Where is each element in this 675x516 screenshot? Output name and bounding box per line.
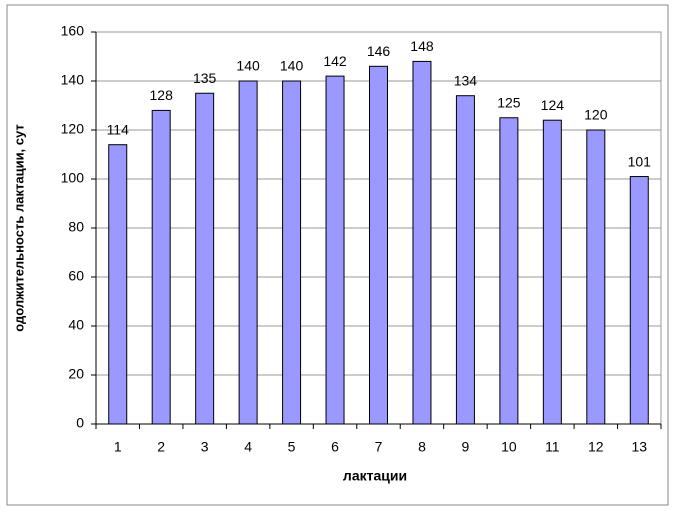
x-tick-label: 10 [501, 439, 517, 455]
value-label: 142 [323, 53, 347, 69]
value-label: 140 [280, 58, 304, 74]
x-tick-label: 12 [588, 439, 604, 455]
x-tick-label: 3 [201, 439, 209, 455]
x-tick-label: 6 [331, 439, 339, 455]
value-label: 148 [410, 38, 434, 54]
bar [455, 95, 475, 425]
bar [629, 176, 649, 425]
value-label: 135 [193, 70, 217, 86]
x-tick-label: 5 [288, 439, 296, 455]
y-tick-label: 80 [68, 219, 84, 235]
bar [195, 92, 215, 425]
y-tick-label: 0 [76, 415, 84, 431]
value-label: 128 [150, 87, 174, 103]
bar [412, 60, 432, 425]
x-tick-label: 4 [244, 439, 252, 455]
bar [325, 75, 345, 425]
bar [542, 119, 562, 425]
y-tick-label: 120 [61, 121, 85, 137]
value-label: 140 [236, 58, 260, 74]
bar [151, 109, 171, 425]
x-tick-label: 8 [418, 439, 426, 455]
bar [108, 144, 128, 425]
x-tick-label: 2 [157, 439, 165, 455]
y-axis-title: одолжительность лактации, сут [11, 124, 26, 332]
y-tick-label: 20 [68, 366, 84, 382]
x-tick-label: 13 [631, 439, 647, 455]
y-tick-label: 100 [61, 170, 85, 186]
y-tick-label: 40 [68, 317, 84, 333]
value-label: 124 [541, 97, 565, 113]
bar [499, 117, 519, 425]
y-tick-label: 160 [61, 23, 85, 39]
x-tick-label: 1 [114, 439, 122, 455]
x-axis-title: лактации [343, 468, 407, 484]
bar [282, 80, 302, 425]
x-tick-label: 11 [545, 439, 560, 455]
value-label: 125 [497, 94, 521, 110]
x-tick-label: 7 [375, 439, 383, 455]
bar [586, 129, 606, 425]
y-tick-label: 60 [68, 268, 84, 284]
bar [369, 65, 388, 425]
bar [238, 80, 258, 425]
x-tick-label: 9 [462, 439, 470, 455]
value-label: 101 [628, 153, 652, 169]
y-tick-label: 140 [61, 72, 85, 88]
value-label: 120 [584, 107, 608, 123]
value-label: 146 [367, 43, 391, 59]
value-label: 134 [454, 72, 478, 88]
value-label: 114 [107, 121, 130, 137]
